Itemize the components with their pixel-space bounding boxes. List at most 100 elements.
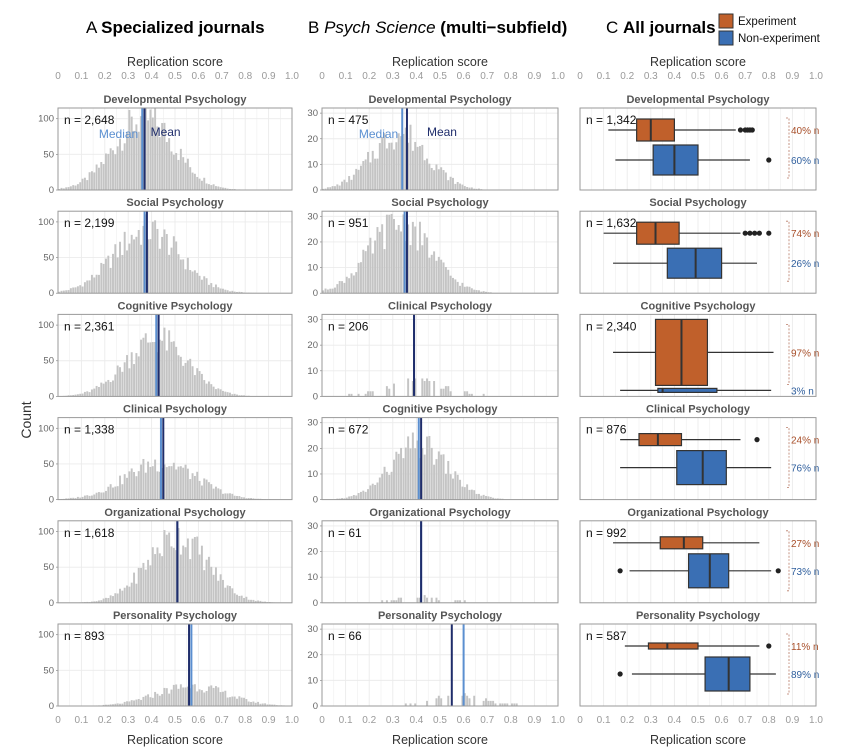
y-tick-label: 100: [38, 526, 54, 537]
bottom-x-tick-label: 0.7: [215, 715, 229, 726]
facet-n-label: n = 66: [328, 629, 362, 643]
histogram-bar: [137, 229, 140, 294]
facet-title: Social Psychology: [391, 197, 489, 209]
histogram-bar: [116, 593, 119, 603]
histogram-bar: [74, 185, 77, 190]
histogram-bar: [452, 277, 454, 294]
histogram-bar: [95, 385, 98, 397]
histogram-bar: [144, 214, 147, 294]
histogram-bar: [83, 495, 86, 500]
histogram-bar: [385, 600, 388, 603]
histogram-bar: [179, 554, 182, 603]
y-tick-label: 30: [307, 418, 318, 429]
histogram-bar: [329, 187, 332, 190]
histogram-bar: [338, 280, 341, 294]
histogram-bar: [177, 355, 180, 397]
histogram-bar: [456, 182, 459, 190]
histogram-bar: [367, 245, 369, 294]
histogram-bar: [393, 383, 395, 397]
histogram-bar: [440, 454, 443, 500]
panel-a-specialized-journals: A Specialized journals Replication score R…: [38, 18, 299, 747]
histogram-bar: [219, 187, 222, 190]
histogram-bar: [252, 599, 255, 603]
histogram-bar: [364, 393, 367, 397]
histogram-bar: [404, 447, 407, 500]
histogram-bar: [231, 493, 234, 500]
histogram-bar: [343, 282, 346, 294]
histogram-bar: [217, 580, 220, 603]
histogram-bar: [168, 532, 171, 603]
facet-social-psychology: Social Psychology 0 10 20 30 n = 951: [307, 197, 559, 299]
histogram-bar: [156, 126, 159, 190]
histogram-bar: [133, 700, 136, 706]
histogram-bar: [168, 330, 171, 397]
facet-title: Cognitive Psychology: [118, 300, 234, 312]
experiment-share-label: 97% n: [791, 348, 819, 359]
facet-title: Organizational Psychology: [369, 507, 511, 519]
histogram-bar: [147, 239, 150, 294]
histogram-bar: [222, 187, 224, 190]
histogram-bar: [163, 229, 166, 294]
experiment-box: [636, 221, 680, 245]
bottom-x-tick-label: 0.9: [527, 715, 541, 726]
histogram-bar: [440, 259, 443, 294]
histogram-bar: [163, 530, 166, 603]
histogram-bar: [112, 253, 114, 294]
histogram-bar: [144, 569, 147, 603]
histogram-bar: [226, 290, 229, 294]
histogram-bar: [81, 286, 84, 294]
experiment-share-label: 74% n: [791, 229, 819, 240]
histogram-bar: [72, 185, 75, 190]
histogram-bar: [130, 700, 133, 706]
histogram-bar: [158, 471, 161, 500]
top-x-tick-label: 0.5: [433, 71, 447, 82]
histogram-bar: [357, 169, 360, 190]
histogram-bar: [163, 464, 166, 500]
histogram-bar: [130, 468, 133, 500]
nonexperiment-box: [676, 450, 727, 486]
histogram-bar: [90, 274, 93, 294]
histogram-bar: [140, 339, 143, 397]
y-tick-label: 20: [307, 547, 318, 558]
panel-title-text: All journals: [623, 18, 716, 37]
histogram-bar: [397, 597, 400, 603]
histogram-bar: [121, 371, 124, 397]
histogram-bar: [463, 600, 466, 603]
histogram-bar: [79, 182, 82, 190]
histogram-bar: [107, 486, 110, 500]
histogram-bar: [130, 352, 133, 397]
histogram-bar: [186, 257, 189, 294]
histogram-bar: [142, 337, 145, 397]
histogram-bar: [149, 239, 152, 294]
histogram-bar: [452, 177, 454, 190]
histogram-bar: [428, 163, 431, 190]
histogram-bar: [350, 179, 353, 190]
histogram-bar: [76, 286, 79, 294]
panel-letter: C: [606, 18, 623, 37]
histogram-bar: [243, 597, 245, 603]
histogram-bar: [250, 498, 253, 500]
outlier-point: [775, 568, 781, 574]
histogram-bar: [69, 395, 72, 397]
histogram-bar: [154, 691, 157, 706]
histogram-bar: [217, 488, 220, 500]
histogram-bar: [149, 697, 152, 706]
histogram-bar: [67, 395, 70, 397]
bottom-x-tick-label: 0.7: [738, 715, 752, 726]
histogram-bar: [126, 250, 128, 294]
histogram-bar: [233, 593, 236, 603]
histogram-bar: [109, 595, 112, 603]
histogram-bar: [179, 259, 182, 294]
bottom-x-tick-label: 0.4: [409, 715, 423, 726]
histogram-bar: [454, 600, 457, 603]
histogram-bar: [65, 187, 68, 190]
top-x-tick-label: 0: [577, 71, 583, 82]
histogram-bar: [151, 117, 154, 190]
histogram-bar: [222, 288, 224, 294]
histogram-bar: [123, 474, 126, 500]
panel-c-title: C All journals: [606, 18, 716, 37]
histogram-bar: [470, 393, 473, 397]
top-x-tick-label: 0.2: [98, 71, 112, 82]
histogram-bar: [485, 496, 487, 500]
outlier-point: [747, 230, 753, 236]
